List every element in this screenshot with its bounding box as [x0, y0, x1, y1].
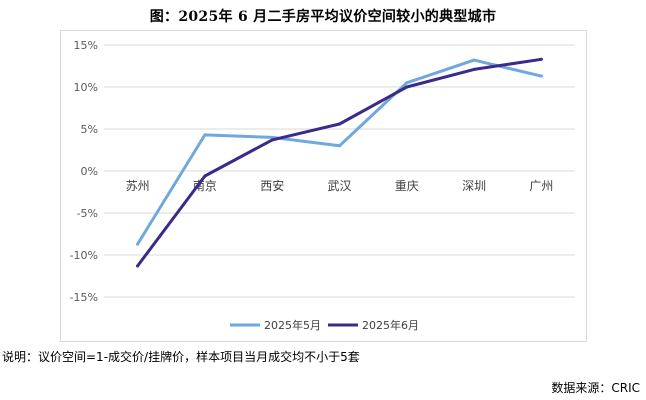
x-tick-label: 苏州 [126, 179, 150, 193]
chart-frame [60, 30, 587, 342]
legend-label: 2025年6月 [362, 318, 419, 332]
legend-label: 2025年5月 [264, 318, 321, 332]
x-tick-label: 重庆 [395, 179, 419, 193]
data-point [270, 138, 274, 142]
x-tick-label: 武汉 [327, 179, 351, 193]
data-point [405, 85, 409, 89]
x-tick-label: 西安 [260, 178, 284, 193]
data-point [203, 133, 207, 137]
data-point [472, 58, 476, 62]
series-line-1 [136, 58, 543, 246]
series-line-2 [136, 57, 543, 268]
chart-title: 图：2025年 6 月二手房平均议价空间较小的典型城市 [149, 9, 497, 25]
y-tick-label: 10% [74, 81, 98, 94]
data-point [539, 74, 543, 78]
data-point [405, 81, 409, 85]
y-tick-label: 15% [74, 39, 98, 52]
data-source: 数据来源：CRIC [551, 381, 640, 395]
footnote: 说明：议价空间=1-成交价/挂牌价，样本项目当月成交均不小于5套 [2, 350, 360, 364]
data-point [539, 57, 543, 61]
x-tick-label: 深圳 [462, 179, 486, 193]
y-tick-label: -5% [77, 207, 98, 220]
data-point [270, 135, 274, 139]
x-tick-label: 广州 [529, 179, 553, 193]
y-tick-label: -10% [70, 249, 98, 262]
data-point [338, 144, 341, 148]
y-tick-label: 5% [81, 123, 98, 136]
data-point [338, 122, 341, 126]
y-tick-label: -15% [70, 291, 98, 304]
data-point [203, 174, 207, 178]
data-point [136, 242, 140, 246]
data-point [472, 67, 476, 71]
y-tick-label: 0% [81, 165, 98, 178]
data-point [136, 264, 140, 268]
